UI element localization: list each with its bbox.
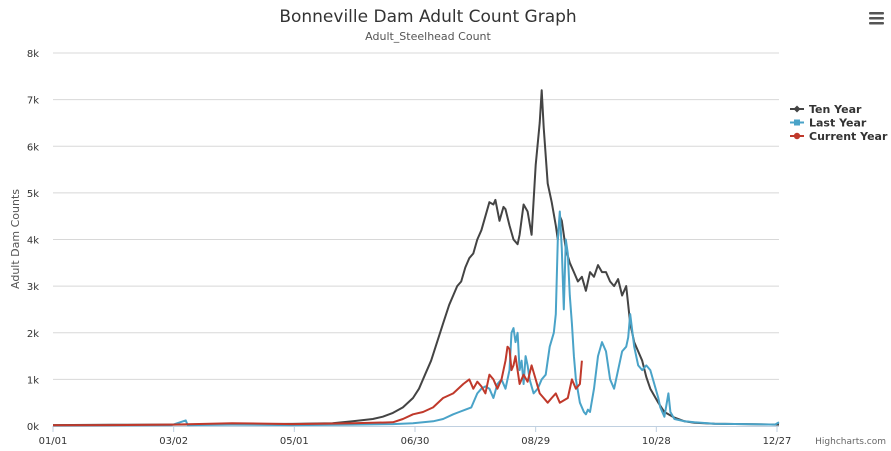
legend-label: Last Year	[809, 117, 867, 130]
legend-circle-marker	[793, 132, 801, 140]
series-line-current-year[interactable]	[52, 345, 583, 427]
legend-label: Current Year	[809, 130, 888, 143]
highcharts-credit[interactable]: Highcharts.com	[815, 437, 886, 447]
series-line-last-year[interactable]	[52, 210, 780, 427]
y-axis-tick-labels: 0k 1k 2k 3k 4k 5k 6k 7k 8k	[27, 49, 39, 433]
y-tick-label: 1k	[27, 375, 39, 386]
x-tick-label: 12/27	[763, 436, 792, 447]
y-tick-label: 4k	[27, 236, 39, 247]
x-tick-label: 05/01	[280, 436, 309, 447]
chart-subtitle: Adult_Steelhead Count	[365, 30, 491, 43]
y-tick-label: 2k	[27, 329, 39, 340]
series-lines	[52, 89, 780, 427]
y-tick-label: 6k	[27, 142, 39, 153]
y-tick-label: 0k	[27, 422, 39, 433]
x-tick-label: 08/29	[521, 436, 550, 447]
x-tick-label: 06/30	[401, 436, 430, 447]
x-tick-label: 03/02	[159, 436, 188, 447]
x-tick-label: 01/01	[39, 436, 68, 447]
gridlines	[53, 52, 779, 380]
legend-square-marker	[794, 119, 800, 126]
legend-item-last-year[interactable]: Last Year	[790, 117, 867, 130]
y-tick-label: 7k	[27, 96, 39, 107]
legend-item-ten-year[interactable]: Ten Year	[790, 103, 862, 116]
series-line-ten-year[interactable]	[52, 89, 780, 427]
hamburger-menu-icon[interactable]	[868, 10, 886, 26]
x-tick-label: 10/28	[642, 436, 671, 447]
y-tick-label: 3k	[27, 282, 39, 293]
y-axis-title: Adult Dam Counts	[9, 189, 22, 289]
legend-diamond-marker	[793, 105, 801, 113]
y-tick-label: 5k	[27, 189, 39, 200]
chart-title: Bonneville Dam Adult Count Graph	[279, 7, 576, 27]
legend-item-current-year[interactable]: Current Year	[790, 130, 888, 143]
x-axis: 01/01 03/02 05/01 06/30 08/29 10/28 12/27	[39, 426, 792, 447]
legend-label: Ten Year	[809, 103, 862, 116]
y-tick-label: 8k	[27, 49, 39, 60]
